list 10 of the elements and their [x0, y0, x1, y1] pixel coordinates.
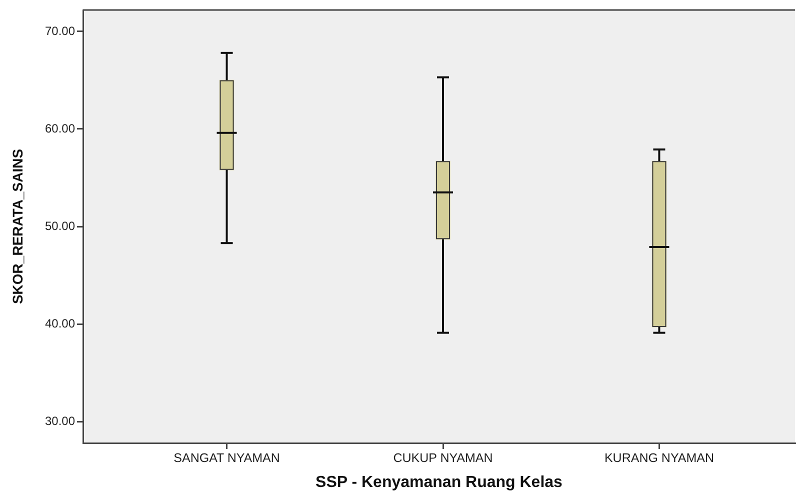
x-tick-label: SANGAT NYAMAN: [174, 450, 280, 465]
y-tick-label: 40.00: [44, 316, 76, 330]
y-tick-label: 50.00: [44, 218, 76, 233]
y-axis-title: SKOR_RERATA_SAINS: [9, 148, 26, 304]
x-tick-label: CUKUP NYAMAN: [393, 450, 493, 465]
y-tick-label: 30.00: [44, 414, 76, 428]
x-axis-title: SSP - Kenyamanan Ruang Kelas: [316, 474, 563, 491]
y-tick-label: 60.00: [44, 121, 76, 136]
y-tick-label: 70.00: [44, 24, 76, 38]
x-tick-label: KURANG NYAMAN: [604, 450, 714, 465]
